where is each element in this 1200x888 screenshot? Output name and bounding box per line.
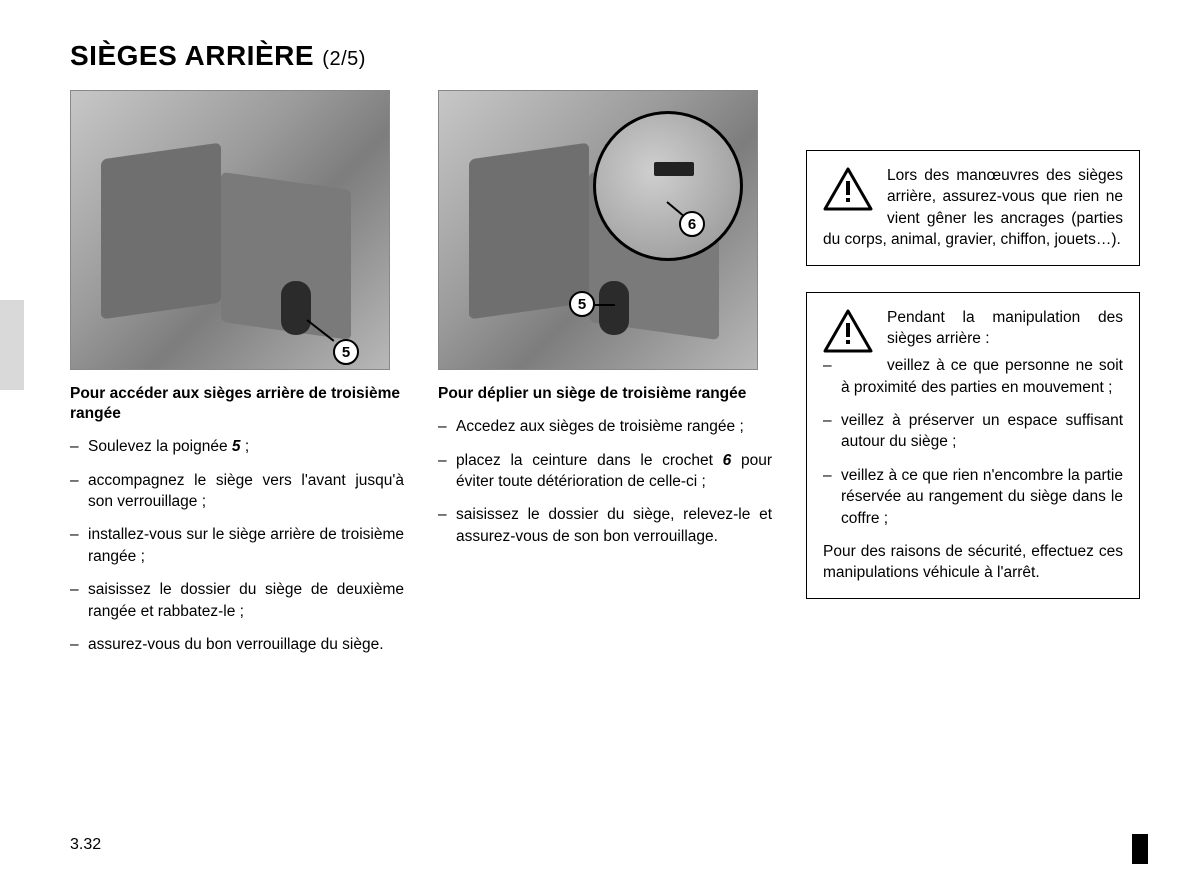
manual-page: SIÈGES ARRIÈRE (2/5) 40621 5 Pour accéde… [0, 0, 1200, 888]
seat-shape [101, 143, 221, 320]
list-item: veillez à préserver un espace suffisant … [823, 410, 1123, 453]
seat-handle [281, 281, 311, 335]
mid-heading: Pour déplier un siège de troisième rangé… [438, 384, 772, 404]
list-item: saisissez le dossier du siège de deuxièm… [70, 579, 404, 622]
list-item: placez la ceinture dans le crochet 6 pou… [438, 450, 772, 493]
warning-box-1: Lors des manœuvres des sièges arrière, a… [806, 150, 1140, 266]
seat-handle [599, 281, 629, 335]
title-sub: (2/5) [322, 48, 366, 70]
list-item: assurez-vous du bon verrouillage du sièg… [70, 634, 404, 655]
warning-2-list: veillez à ce que personne ne soit à prox… [823, 355, 1123, 529]
list-item: Accedez aux sièges de troisième rangée ; [438, 416, 772, 437]
left-heading: Pour accéder aux sièges arrière de trois… [70, 384, 404, 424]
seat-shape [469, 143, 589, 320]
callout-5: 5 [569, 291, 595, 317]
left-list: Soulevez la poignée 5 ; accompagnez le s… [70, 436, 404, 655]
detail-inset [593, 111, 743, 261]
mid-list: Accedez aux sièges de troisième rangée ;… [438, 416, 772, 547]
content-columns: 40621 5 Pour accéder aux sièges arrière … [70, 90, 1140, 667]
list-item: veillez à ce que personne ne soit à prox… [823, 355, 1123, 398]
warning-icon [823, 309, 879, 361]
list-item: Soulevez la poignée 5 ; [70, 436, 404, 457]
title-main: SIÈGES ARRIÈRE [70, 40, 314, 71]
callout-6: 6 [679, 211, 705, 237]
page-title: SIÈGES ARRIÈRE (2/5) [70, 40, 1140, 72]
callout-leader [595, 304, 615, 306]
page-corner-mark [1132, 834, 1148, 864]
column-middle: 40613 5 6 Pour déplier un siège de trois… [438, 90, 772, 667]
page-number: 3.32 [70, 836, 101, 854]
warning-icon [823, 167, 879, 219]
warning-2-tail: Pour des raisons de sécurité, effectuez … [823, 541, 1123, 584]
figure-1: 40621 5 [70, 90, 390, 370]
column-left: 40621 5 Pour accéder aux sièges arrière … [70, 90, 404, 667]
column-right: Lors des manœuvres des sièges arrière, a… [806, 90, 1140, 667]
list-item: installez-vous sur le siège arrière de t… [70, 524, 404, 567]
list-item: accompagnez le siège vers l'avant jusqu'… [70, 470, 404, 513]
warning-box-2: Pendant la manipulation des sièges arriè… [806, 292, 1140, 599]
list-item: veillez à ce que rien n'encombre la part… [823, 465, 1123, 529]
warning-2-intro: Pendant la manipulation des sièges arriè… [887, 309, 1123, 347]
callout-5: 5 [333, 339, 359, 365]
list-item: saisissez le dossier du siège, relevez-l… [438, 504, 772, 547]
figure-2: 40613 5 6 [438, 90, 758, 370]
section-tab [0, 300, 24, 390]
